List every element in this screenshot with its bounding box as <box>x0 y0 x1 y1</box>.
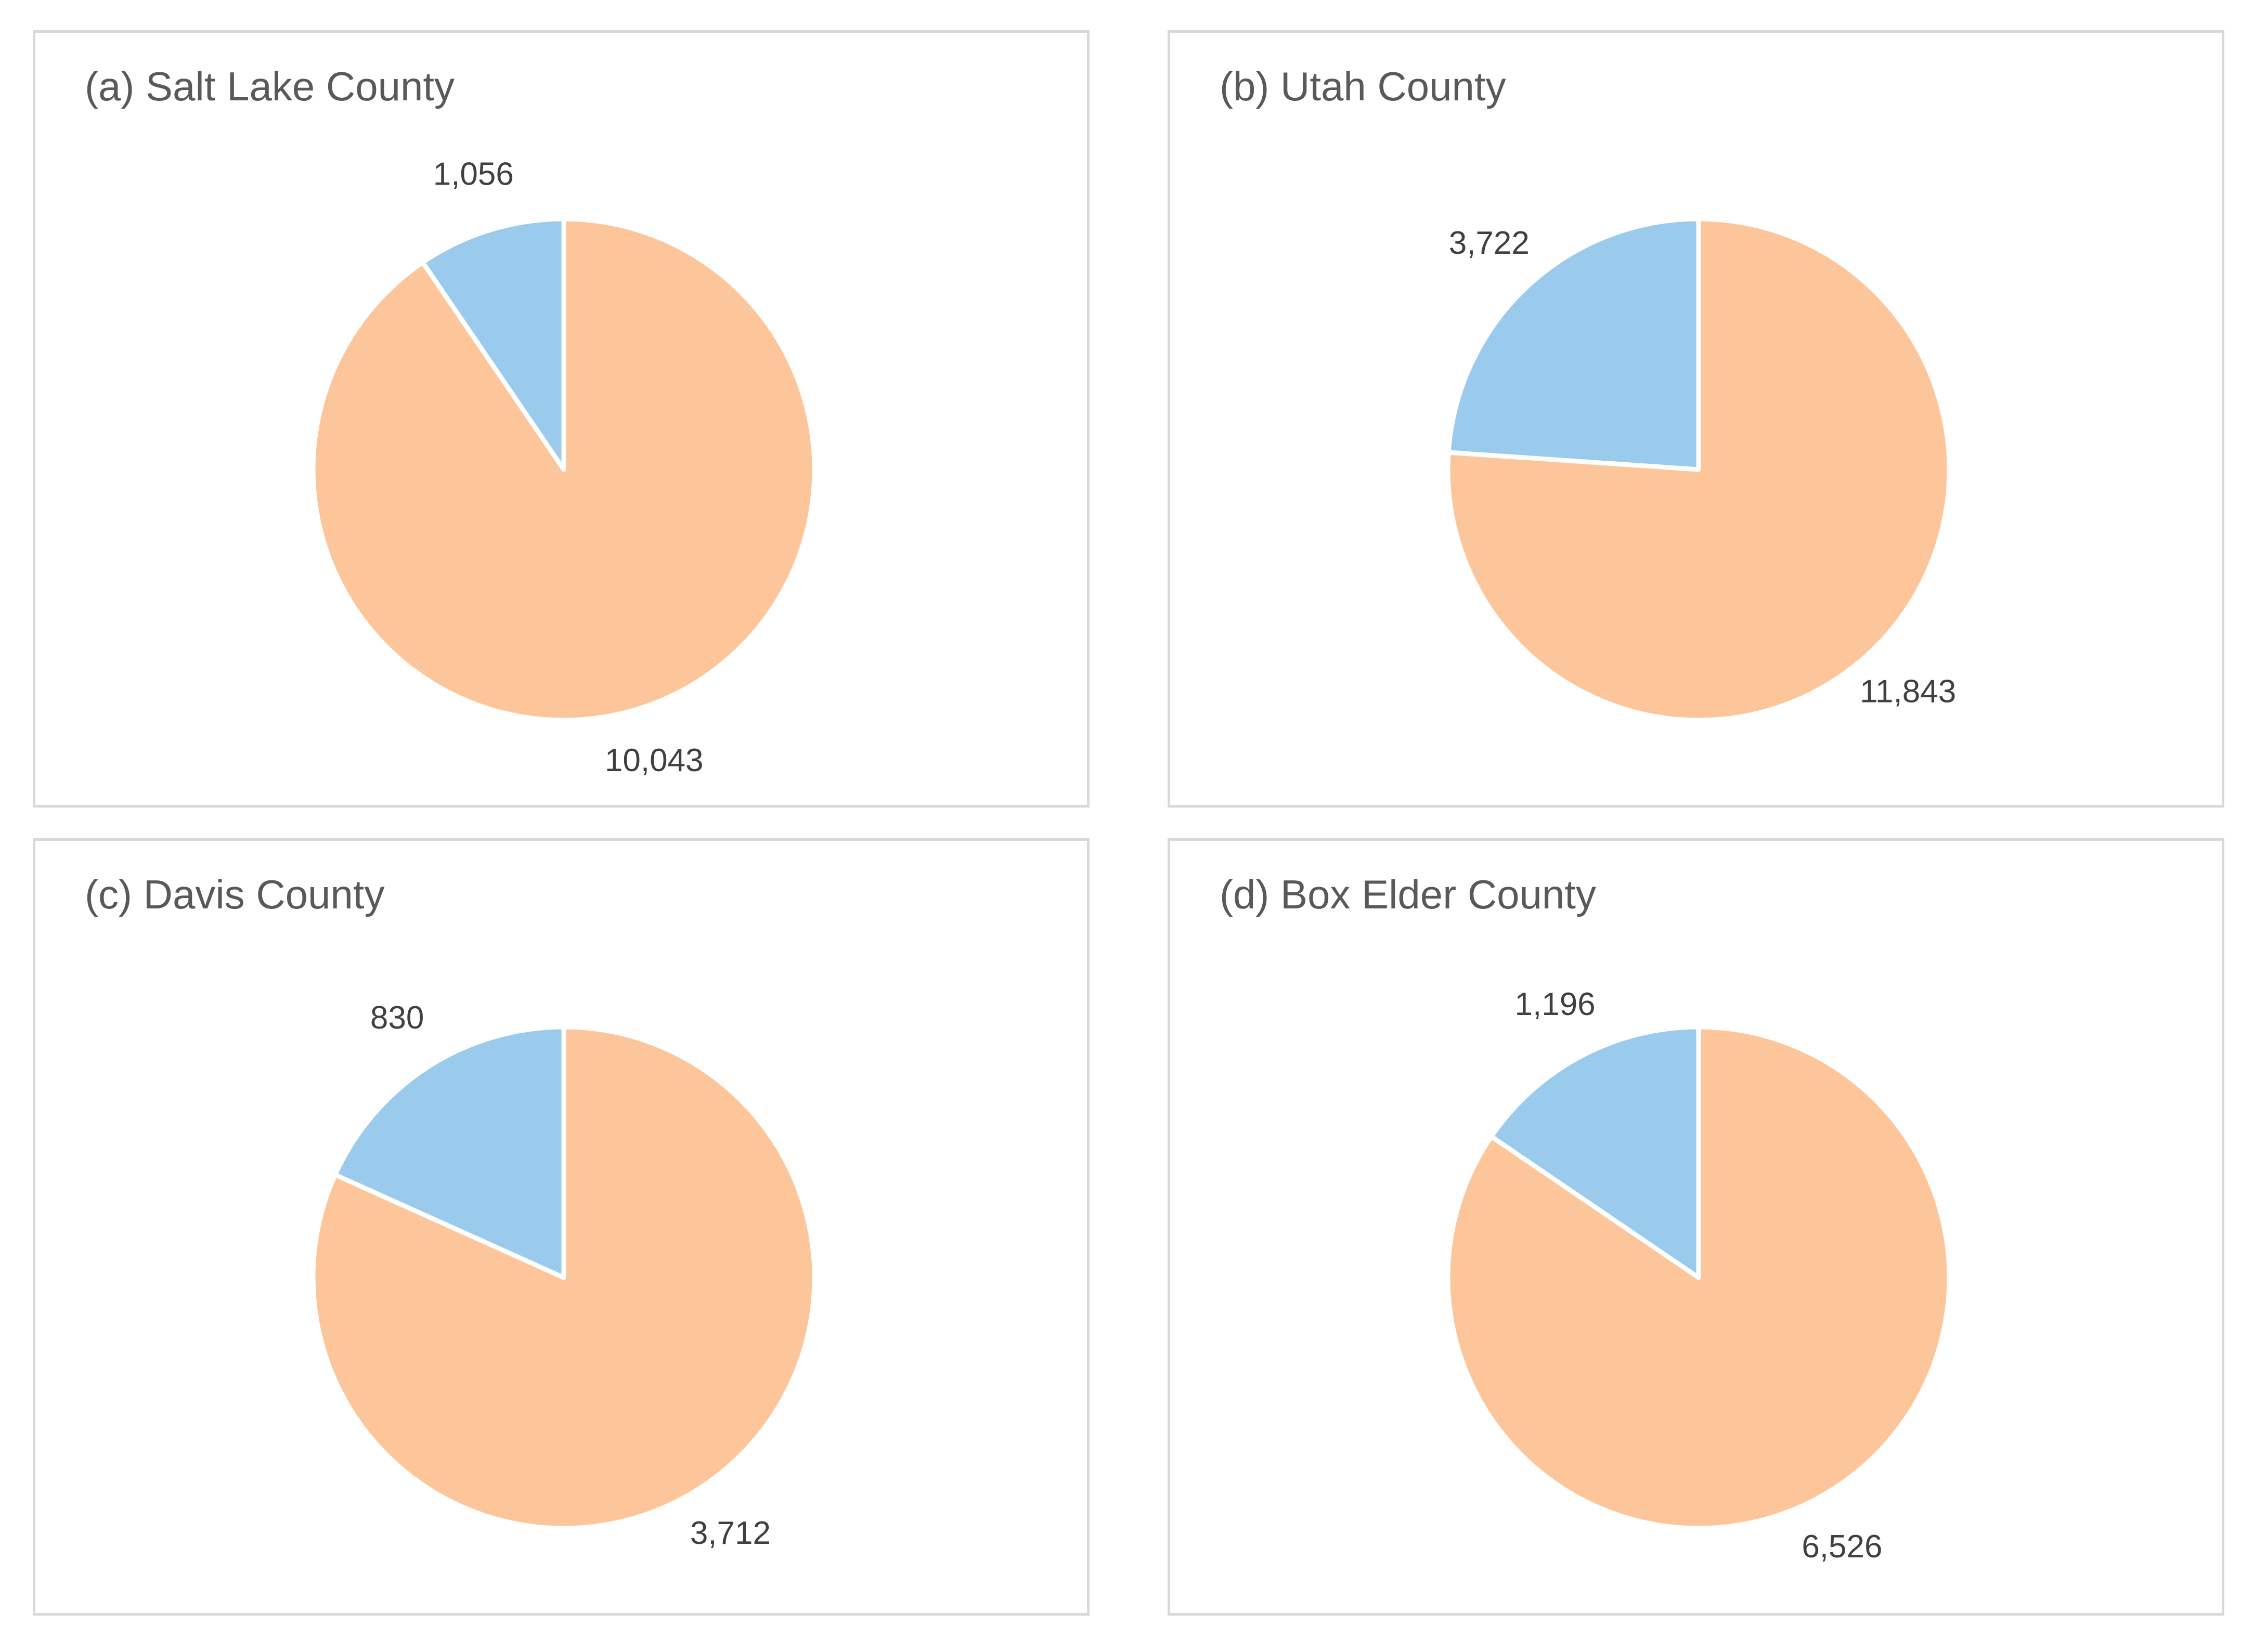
data-label: 830 <box>370 1000 424 1036</box>
chart-panel-box-elder: (d) Box Elder County 1,196 6,526 <box>1168 838 2224 1616</box>
pie-slice <box>1489 1024 1701 1280</box>
chart-title: (a) Salt Lake County <box>85 63 455 109</box>
chart-title: (d) Box Elder County <box>1220 871 1596 917</box>
pie-slice <box>310 216 817 723</box>
pie-slice <box>420 216 566 472</box>
pie-slice <box>1445 216 1952 723</box>
data-label: 6,526 <box>1802 1529 1882 1565</box>
data-label: 1,056 <box>433 157 514 192</box>
pie-chart: 1,196 6,526 <box>1445 986 1952 1565</box>
data-label: 10,043 <box>605 743 704 778</box>
chart-title: (c) Davis County <box>85 871 385 917</box>
data-label: 3,712 <box>690 1515 771 1551</box>
chart-title: (b) Utah County <box>1220 63 1506 109</box>
chart-panel-davis: (c) Davis County 830 3,712 <box>33 838 1090 1616</box>
pie-chart: 1,056 10,043 <box>310 157 817 778</box>
pie-slice <box>1445 1024 1952 1531</box>
pie-slice <box>310 1024 817 1531</box>
data-label: 3,722 <box>1449 225 1530 261</box>
chart-panel-salt-lake: (a) Salt Lake County 1,056 10,043 <box>33 30 1090 808</box>
chart-panel-utah: (b) Utah County 3,722 11,843 <box>1168 30 2224 808</box>
pie-chart: 830 3,712 <box>310 1000 817 1551</box>
data-label: 1,196 <box>1515 986 1596 1022</box>
pie-slice <box>332 1024 566 1280</box>
data-label: 11,843 <box>1860 674 1956 710</box>
pie-slice <box>1446 216 1701 472</box>
pie-chart: 3,722 11,843 <box>1445 216 1956 723</box>
